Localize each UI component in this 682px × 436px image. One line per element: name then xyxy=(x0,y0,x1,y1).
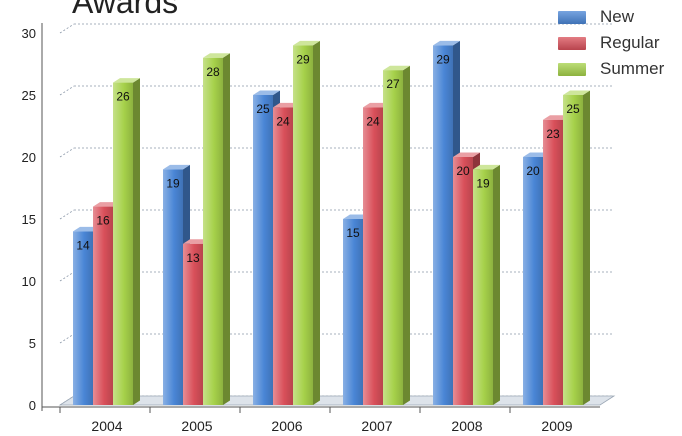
bar-side-summer xyxy=(403,65,410,405)
data-label: 27 xyxy=(386,77,400,91)
gridline-depth xyxy=(59,271,75,282)
data-label: 25 xyxy=(256,102,270,116)
y-tick-label: 10 xyxy=(22,274,36,289)
x-tick-label: 2006 xyxy=(271,418,302,434)
data-label: 20 xyxy=(526,164,540,178)
legend-swatch-new xyxy=(558,10,586,24)
bar-new-2009 xyxy=(523,157,543,405)
bar-top-summer xyxy=(203,53,230,58)
y-tick-label: 0 xyxy=(29,398,36,413)
y-tick-label: 30 xyxy=(22,26,36,41)
y-tick-label: 5 xyxy=(29,336,36,351)
data-labels: 14 16 26 19 13 28 25 24 29 15 24 27 29 20 19 20 23 25 xyxy=(76,52,580,264)
legend-item-new: New xyxy=(558,4,664,30)
y-tick-label: 20 xyxy=(22,150,36,165)
data-label: 23 xyxy=(546,127,560,141)
bar-top-summer xyxy=(473,164,500,170)
x-tick-label: 2007 xyxy=(361,418,392,434)
bar-new-2007 xyxy=(343,219,363,405)
legend-label-regular: Regular xyxy=(600,33,660,52)
bar-regular-2007 xyxy=(363,107,383,406)
bar-top-summer xyxy=(563,90,590,95)
bars xyxy=(73,40,590,406)
bar-summer-2007 xyxy=(383,70,403,405)
bar-top-regular xyxy=(453,152,480,157)
bar-summer-2004 xyxy=(113,82,133,405)
bar-regular-2008 xyxy=(453,157,473,405)
bar-top-new xyxy=(163,164,190,170)
bar-summer-2009 xyxy=(563,95,583,405)
legend-label-summer: Summer xyxy=(600,59,665,78)
bar-top-summer xyxy=(293,40,320,46)
bar-regular-2006 xyxy=(273,107,293,406)
legend: New Regular Summer xyxy=(558,4,664,82)
bar-top-new xyxy=(433,40,460,46)
legend-swatch-summer xyxy=(558,62,586,76)
gridline-depth xyxy=(59,209,75,220)
bar-summer-2006 xyxy=(293,45,313,406)
gridline-depth xyxy=(59,23,75,34)
bar-new-2005 xyxy=(163,169,183,405)
legend-swatch-regular xyxy=(558,36,586,50)
bar-regular-2009 xyxy=(543,119,563,406)
bar-side-summer xyxy=(583,90,590,405)
bar-new-2008 xyxy=(433,45,453,406)
data-label: 24 xyxy=(366,114,380,128)
bar-side-summer xyxy=(313,40,320,406)
data-label: 26 xyxy=(116,90,130,104)
data-label: 29 xyxy=(436,52,450,66)
x-tick-label: 2005 xyxy=(181,418,212,434)
chart-title: Awards xyxy=(72,0,179,20)
data-label: 15 xyxy=(346,226,360,240)
bar-summer-2005 xyxy=(203,57,223,406)
bar-regular-2005 xyxy=(183,243,203,405)
bar-regular-2004 xyxy=(93,206,113,405)
data-label: 28 xyxy=(206,65,220,79)
bar-side-summer xyxy=(133,78,140,405)
bar-new-2004 xyxy=(73,231,93,405)
data-label: 19 xyxy=(166,176,180,190)
data-label: 20 xyxy=(456,164,470,178)
data-label: 29 xyxy=(296,52,310,66)
data-label: 14 xyxy=(76,238,90,252)
legend-label-new: New xyxy=(600,7,635,26)
y-tick-label: 15 xyxy=(22,212,36,227)
legend-item-summer: Summer xyxy=(558,56,664,82)
data-label: 16 xyxy=(96,214,110,228)
x-tick-label: 2008 xyxy=(451,418,482,434)
gridline-depth xyxy=(59,147,75,158)
gridline-depth xyxy=(59,85,75,96)
bar-top-summer xyxy=(113,78,140,83)
bar-top-summer xyxy=(383,65,410,71)
bar-summer-2008 xyxy=(473,169,493,405)
bar-side-summer xyxy=(493,164,500,405)
legend-item-regular: Regular xyxy=(558,30,664,56)
data-label: 24 xyxy=(276,114,290,128)
data-label: 13 xyxy=(186,251,200,265)
data-label: 19 xyxy=(476,176,490,190)
bar-top-new xyxy=(253,90,280,95)
x-tick-label: 2004 xyxy=(91,418,122,434)
data-label: 25 xyxy=(566,102,580,116)
gridline-depth xyxy=(59,333,75,344)
bar-new-2006 xyxy=(253,95,273,405)
y-tick-label: 25 xyxy=(22,88,36,103)
bar-side-summer xyxy=(223,53,230,406)
x-tick-label: 2009 xyxy=(541,418,572,434)
